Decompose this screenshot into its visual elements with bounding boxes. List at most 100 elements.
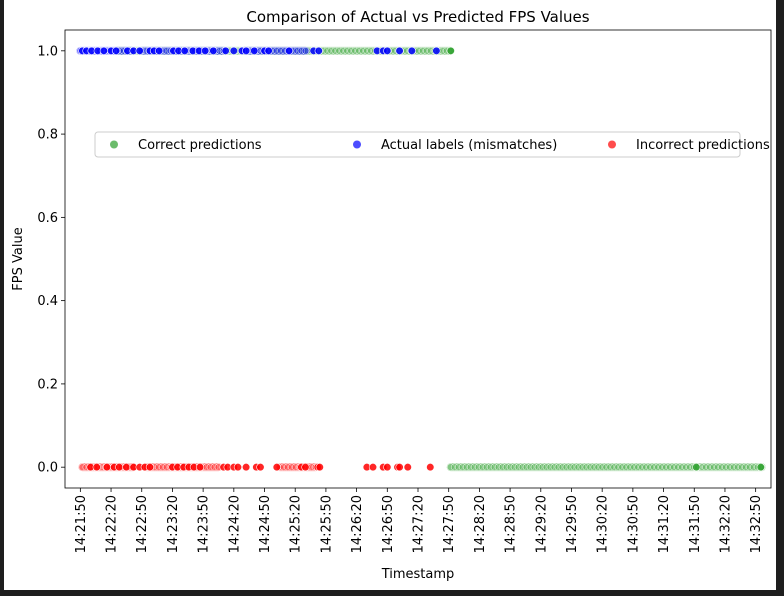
series-0-run-point [574,463,583,471]
y-tick-label: 1.0 [37,44,58,59]
series-0-run-point [446,463,455,471]
plot-area [64,29,772,489]
series-2-run-point [288,463,296,471]
series-2-point [272,463,281,472]
series-0-run-point [674,463,682,471]
x-tick-label: 14:24:50 [258,495,273,553]
x-tick-label: 14:21:50 [74,495,89,553]
series-0-run-point [490,463,499,471]
series-0-run-point [566,463,575,471]
series-2-point [233,463,243,472]
series-0-run-point [478,463,487,471]
series-0-run-point [327,47,335,55]
series-0-run-point [666,463,674,471]
x-tick-label: 14:28:20 [473,495,488,553]
series-0-run-point [454,463,463,471]
series-2-run-point [155,463,163,471]
series-0-run-point [343,47,351,55]
y-tick-label: 0.2 [37,377,58,392]
legend-box [94,131,741,158]
series-0-run-point [742,463,750,471]
series-1-point [383,46,392,55]
series-1-point [180,46,189,55]
series-0-run-point [458,463,467,471]
series-1-point [432,46,441,55]
series-1-point [250,46,259,55]
y-tick-label: 0.4 [37,294,58,309]
x-tick-label: 14:26:20 [350,495,365,553]
series-0-run-point [550,463,559,471]
series-2-run-point [206,463,215,471]
series-2-point [426,463,435,472]
series-0-run-point [670,463,678,471]
x-tick-label: 14:32:20 [718,495,733,553]
legend-marker-2 [608,140,616,149]
series-0-run-point [526,463,535,471]
series-0-run-point [630,463,638,471]
series-1-point [221,46,230,55]
series-1-point [407,46,416,55]
series-0-run-point [466,463,475,471]
series-0-run-point [323,47,332,55]
series-1-point [242,46,251,55]
series-1-point [201,46,210,55]
series-2-run-point [284,463,292,471]
series-0-run-point [638,463,646,471]
series-0-run-point [347,47,355,55]
x-tick-label: 14:25:50 [319,495,334,553]
x-tick-label: 14:28:50 [504,495,519,553]
series-0-run-point [518,463,527,471]
series-1-point [135,46,144,55]
series-0-run-point [570,463,579,471]
series-2-point [122,463,131,472]
series-0-run-point [654,463,662,471]
series-0-run-point [506,463,515,471]
series-1 [76,46,441,55]
series-0-run-point [474,463,483,471]
series-0-run-point [746,463,754,471]
series-1-run-point [293,47,302,55]
series-2-point [383,463,392,472]
series-0-run-point [498,463,507,471]
series-1-point [155,46,164,55]
x-tick-label: 14:31:50 [688,495,703,553]
x-tick-label: 14:23:20 [166,495,181,553]
series-0-run-point [514,463,523,471]
series-0-run-point [335,47,343,55]
series-0-point [756,463,765,472]
series-2-run-point [210,463,219,471]
series-2-point [92,463,101,472]
series-2-point [315,463,324,472]
legend-entry-0: Correct predictions [138,138,262,153]
series-0-run-point [450,463,459,471]
legend: Correct predictions Actual labels (mismat… [94,131,770,158]
y-tick-label: 0.0 [37,461,58,476]
series-2-point [403,463,412,472]
series-1-run-point [297,47,306,55]
series-0-run-point [734,463,742,471]
series-2-point [102,463,112,472]
series-0-run-point [626,463,634,471]
series-0-run-point [558,463,567,471]
series-1-point [209,46,218,55]
x-tick-label: 14:22:50 [135,495,150,553]
series-0-run-point [554,463,563,471]
series-2-point [242,463,251,472]
series-0-run-point [538,463,547,471]
y-axis-label: FPS Value [11,227,26,290]
series-0-run-point [582,463,591,471]
series-0-run-point [718,463,726,471]
series-0-run-point [363,47,371,55]
series-0-run-point [682,463,690,471]
series-0-run-point [702,463,710,471]
series-0-run-point [522,463,531,471]
series-0-run-point [562,463,571,471]
series-0-run-point [650,463,658,471]
series-0-run-point [678,463,686,471]
x-tick-label: 14:23:50 [197,495,212,553]
y-tick-label: 0.8 [37,128,58,143]
series-1-point [314,46,323,55]
series-1-point [284,46,294,55]
x-tick-label: 14:30:20 [596,495,611,553]
x-tick-label: 14:29:50 [565,495,580,553]
